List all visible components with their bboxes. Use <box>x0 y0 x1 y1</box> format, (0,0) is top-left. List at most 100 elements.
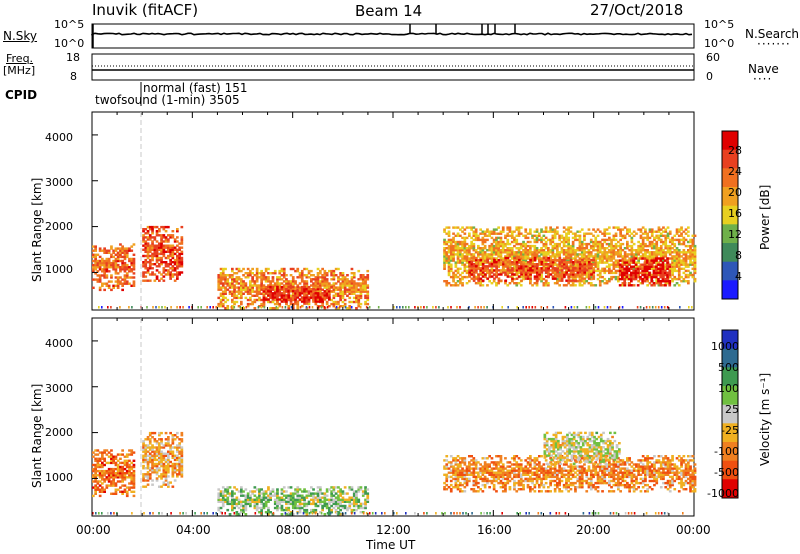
power-cells-cell <box>617 253 620 256</box>
vel-cells-cell <box>321 500 324 503</box>
power-cells-cell <box>285 286 288 289</box>
power-cells-cell <box>605 242 609 246</box>
power-cells-ground-cell <box>564 306 567 309</box>
vel-cells-cell <box>160 431 163 435</box>
power-cells-cell <box>623 259 627 262</box>
power-cells-cell <box>273 302 277 306</box>
power-cells-cell <box>94 245 97 248</box>
power-cells-cell <box>533 247 537 250</box>
vel-cells-cell <box>231 508 234 512</box>
power-cells-cell <box>668 271 672 275</box>
power-cells-cell <box>626 259 629 262</box>
power-cells-cell <box>291 267 295 271</box>
vel-cells-cell <box>273 502 277 506</box>
power-cells-cell <box>576 269 580 272</box>
power-cells-cell <box>504 261 508 264</box>
power-cells-cell <box>359 302 363 306</box>
power-cells-cell <box>612 253 616 256</box>
power-cells-ground-cell <box>399 306 401 309</box>
power-cells-cell <box>144 236 148 239</box>
power-cells-cell <box>316 298 320 301</box>
power-cells-cell <box>592 267 596 270</box>
power-cells-cell <box>626 255 629 258</box>
power-cells-cell <box>107 266 111 269</box>
power-cells-cell <box>447 257 451 260</box>
power-cells-cell <box>314 290 318 293</box>
power-cells-cell <box>321 276 324 279</box>
power-cells-cell <box>513 240 516 244</box>
power-cells-cell <box>520 263 523 266</box>
power-cells-cell <box>130 268 134 271</box>
power-cells-cell <box>540 228 543 231</box>
power-cells-cell <box>160 234 163 237</box>
power-cells-cell <box>481 255 485 258</box>
power-cells-cell <box>357 288 361 291</box>
vel-cells-cell <box>334 508 338 512</box>
power-cells-cell <box>605 261 609 264</box>
power-cells-cell <box>447 244 451 248</box>
power-cells-cell <box>167 244 170 247</box>
power-cells-cell <box>565 228 568 231</box>
power-cells-cell <box>628 230 631 233</box>
power-cells-cell <box>251 288 254 291</box>
power-cells-cell <box>352 300 356 304</box>
vel-cells-cell <box>96 457 100 460</box>
power-cells-cell <box>173 248 177 251</box>
vel-cells-cell <box>146 477 150 480</box>
power-cells-cell <box>459 273 462 277</box>
power-cells-cell <box>323 282 327 285</box>
power-cells-cell <box>529 273 532 276</box>
power-cells-cell <box>151 273 154 276</box>
power-cells-cell <box>590 267 593 270</box>
power-cells-cell <box>258 286 261 289</box>
power-cells-cell <box>325 280 329 283</box>
power-cells-cell <box>291 292 295 295</box>
vel-cells-cell <box>173 454 177 457</box>
power-cells-cell <box>592 271 596 274</box>
vel-cells-cell <box>105 453 109 456</box>
vel-cells-cell <box>98 480 102 483</box>
power-cells-cell <box>169 234 172 237</box>
power-cells-cell <box>258 284 261 287</box>
vel-cells-cell <box>314 492 318 495</box>
power-cells-cell <box>605 280 609 283</box>
power-cells-cell <box>148 263 152 266</box>
power-cells-cell <box>677 284 681 287</box>
power-cells-cell <box>522 275 526 278</box>
power-cells-cell <box>470 255 473 258</box>
power-cells-cell <box>96 261 100 265</box>
power-cells-cell <box>598 244 602 248</box>
power-cells-cell <box>691 255 695 258</box>
power-cells-cell <box>612 247 616 250</box>
power-cells-cell <box>255 280 259 283</box>
power-cells-cell <box>519 284 523 287</box>
power-cells-cell <box>664 253 668 256</box>
power-cells-cell <box>332 305 336 308</box>
power-cells-cell <box>619 249 622 252</box>
power-cells-cell <box>628 261 631 264</box>
power-cells-ground-cell <box>119 306 121 309</box>
vel-cells-cell <box>287 498 291 501</box>
power-cells-cell <box>677 273 681 277</box>
power-cells-cell <box>273 294 277 297</box>
vel-cells-cell <box>255 500 259 503</box>
power-cells-cell <box>459 247 462 250</box>
power-cells-cell <box>594 238 598 242</box>
vel-cells-cell <box>151 467 154 470</box>
power-cells-cell <box>267 300 270 304</box>
power-cells-cell <box>585 232 589 235</box>
power-cells-cell <box>148 225 152 229</box>
power-cells-cell <box>569 284 573 287</box>
power-cells-cell <box>574 265 577 268</box>
vel-cells-cell <box>107 478 111 481</box>
vel-cells-cell <box>96 469 100 473</box>
power-cells-cell <box>119 276 122 279</box>
vel-cells-cell <box>276 488 279 491</box>
power-cells-ground-cell <box>450 306 452 309</box>
power-cells-cell <box>666 271 669 275</box>
power-cells-cell <box>574 261 578 264</box>
vel-cells-cell <box>219 494 223 497</box>
power-cells-cell <box>219 278 223 281</box>
power-cells-cell <box>668 275 672 279</box>
power-cells-cell <box>217 286 221 289</box>
